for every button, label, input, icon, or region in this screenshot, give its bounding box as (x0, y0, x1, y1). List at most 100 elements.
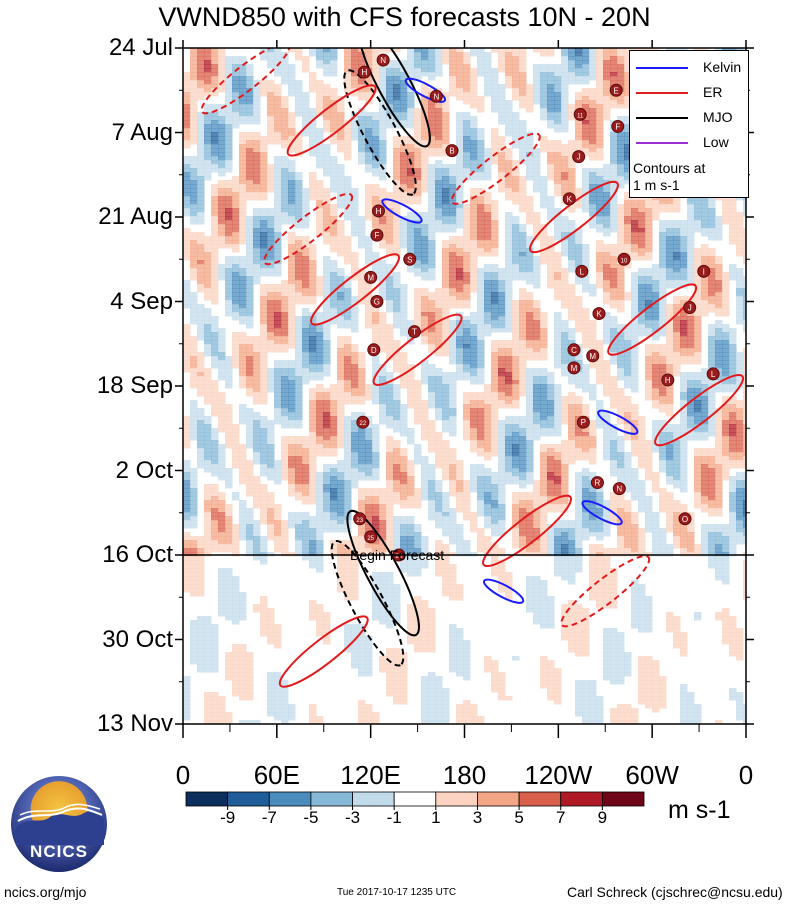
field-cell (561, 108, 569, 113)
field-cell (631, 300, 639, 305)
field-cell (400, 352, 408, 357)
field-cell (498, 320, 506, 325)
field-cell (239, 220, 247, 225)
field-cell (225, 304, 233, 309)
field-cell (547, 148, 555, 153)
field-cell (330, 280, 338, 285)
field-cell (463, 252, 471, 257)
field-cell (204, 336, 212, 341)
field-cell (393, 216, 401, 221)
field-cell (379, 296, 387, 301)
field-cell (428, 268, 436, 273)
field-cell (673, 284, 681, 289)
field-cell (295, 104, 303, 109)
field-cell (302, 328, 310, 333)
field-cell (372, 128, 380, 133)
field-cell (463, 76, 471, 81)
field-cell (484, 208, 492, 213)
field-cell (512, 60, 520, 65)
field-cell (729, 268, 737, 273)
field-cell (680, 236, 688, 241)
field-cell (498, 308, 506, 313)
field-cell (302, 256, 310, 261)
field-cell (428, 332, 436, 337)
field-cell (603, 232, 611, 237)
field-cell (596, 272, 604, 277)
field-cell (386, 352, 394, 357)
field-cell (533, 72, 541, 77)
field-cell (603, 164, 611, 169)
field-cell (428, 316, 436, 321)
field-cell (470, 200, 478, 205)
field-cell (260, 180, 268, 185)
field-cell (575, 240, 583, 245)
field-cell (337, 128, 345, 133)
field-cell (190, 360, 198, 365)
field-cell (246, 132, 254, 137)
field-cell (316, 152, 324, 157)
field-cell (526, 156, 534, 161)
field-cell (554, 232, 562, 237)
field-cell (449, 220, 457, 225)
field-cell (694, 208, 702, 213)
field-cell (463, 264, 471, 269)
field-cell (218, 220, 226, 225)
field-cell (218, 328, 226, 333)
field-cell (281, 172, 289, 177)
field-cell (260, 176, 268, 181)
field-cell (603, 248, 611, 253)
field-cell (582, 280, 590, 285)
field-cell (183, 208, 191, 213)
field-cell (666, 208, 674, 213)
field-cell (449, 344, 457, 349)
field-cell (631, 324, 639, 329)
field-cell (617, 300, 625, 305)
field-cell (218, 212, 226, 217)
field-cell (596, 60, 604, 65)
field-cell (372, 308, 380, 313)
field-cell (449, 288, 457, 293)
field-cell (568, 300, 576, 305)
field-cell (722, 212, 730, 217)
field-cell (323, 108, 331, 113)
field-cell (197, 120, 205, 125)
field-cell (596, 200, 604, 205)
field-cell (547, 212, 555, 217)
field-cell (309, 268, 317, 273)
field-cell (477, 152, 485, 157)
field-cell (610, 156, 618, 161)
field-cell (183, 140, 191, 145)
field-cell (225, 128, 233, 133)
field-cell (316, 352, 324, 357)
field-cell (456, 244, 464, 249)
field-cell (253, 252, 261, 257)
field-cell (211, 244, 219, 249)
field-cell (288, 316, 296, 321)
field-cell (463, 136, 471, 141)
field-cell (372, 320, 380, 325)
field-cell (729, 264, 737, 269)
field-cell (456, 272, 464, 277)
field-cell (470, 68, 478, 73)
field-cell (323, 92, 331, 97)
field-cell (736, 288, 744, 293)
field-cell (526, 272, 534, 277)
field-cell (512, 324, 520, 329)
field-cell (708, 352, 716, 357)
field-cell (505, 268, 513, 273)
field-cell (239, 276, 247, 281)
field-cell (386, 236, 394, 241)
field-cell (435, 124, 443, 129)
field-cell (337, 176, 345, 181)
field-cell (449, 180, 457, 185)
field-cell (442, 268, 450, 273)
field-cell (288, 216, 296, 221)
field-cell (337, 100, 345, 105)
field-cell (323, 300, 331, 305)
field-cell (442, 120, 450, 125)
field-cell (372, 196, 380, 201)
field-cell (603, 292, 611, 297)
field-cell (183, 136, 191, 141)
field-cell (715, 264, 723, 269)
field-cell (575, 72, 583, 77)
